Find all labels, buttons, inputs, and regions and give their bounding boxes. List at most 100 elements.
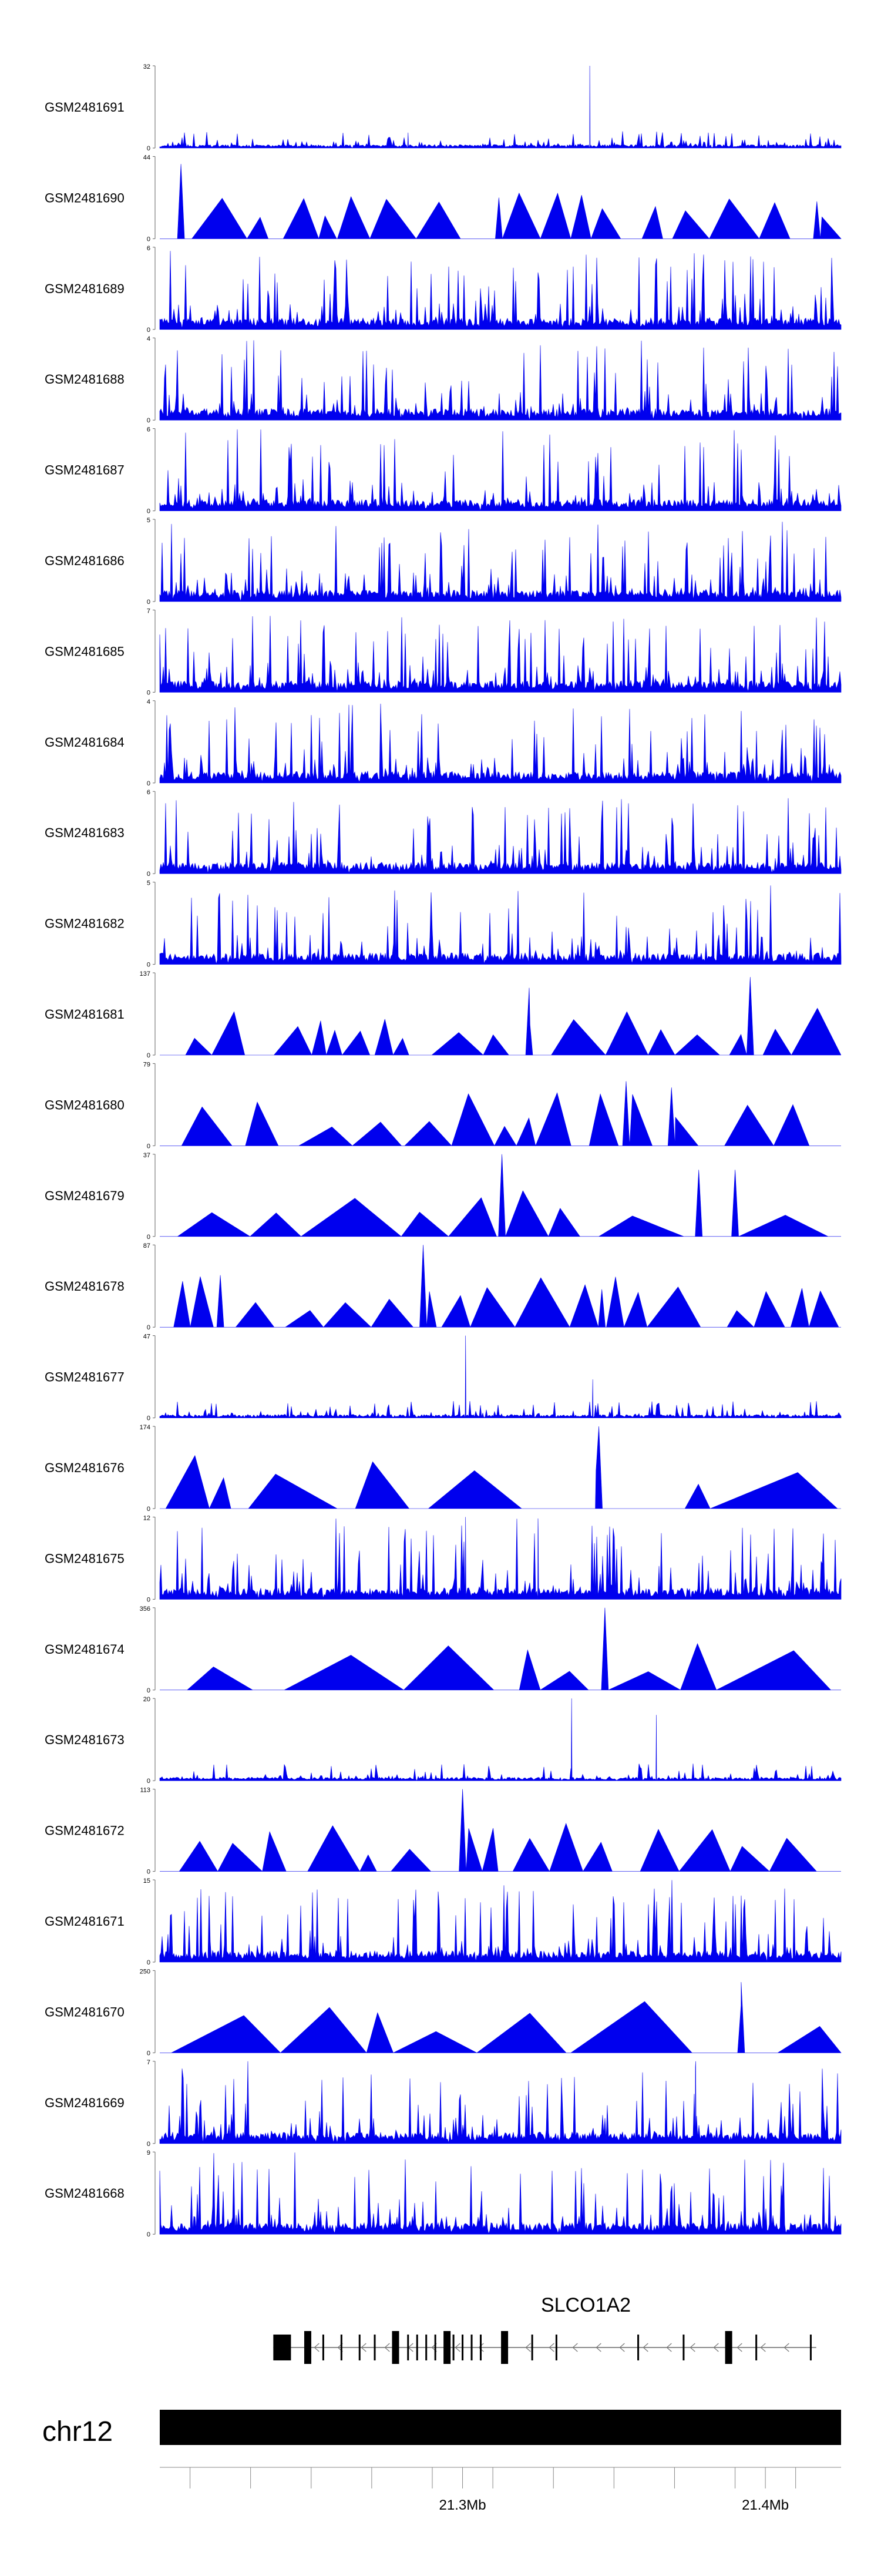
gene-exon	[374, 2335, 376, 2360]
track-label: GSM2481673	[45, 1732, 125, 1747]
track-signal-area	[160, 1081, 841, 1147]
gene-exon	[462, 2335, 464, 2360]
gene-strand-arrow	[690, 2343, 695, 2352]
gene-exon	[755, 2335, 758, 2360]
track-label: GSM2481679	[45, 1188, 125, 1203]
track-ymax-label: 174	[140, 1424, 150, 1431]
track-label: GSM2481669	[45, 2095, 125, 2110]
track-signal-area	[159, 522, 842, 602]
track-ymax-label: 32	[143, 63, 150, 70]
gene-strand-arrow	[525, 2343, 531, 2352]
track-ymin-label: 0	[147, 1869, 150, 1876]
gene-strand-arrow	[619, 2343, 625, 2352]
gene-strand-arrow	[666, 2343, 672, 2352]
track-signal-area	[160, 1789, 841, 1872]
track-ymin-label: 0	[147, 1959, 150, 1966]
track-ymin-label: 0	[147, 871, 150, 878]
track-signal-area	[160, 1981, 842, 2054]
track-ymin-label: 0	[147, 327, 150, 334]
track-signal-area	[159, 65, 842, 149]
gene-exon	[322, 2335, 324, 2360]
track-signal-area	[160, 1245, 841, 1328]
track-ymin-label: 0	[147, 145, 150, 152]
track-ymax-label: 137	[140, 970, 150, 978]
track-ymin-label: 0	[147, 1687, 150, 1694]
gene-strand-arrow	[384, 2343, 390, 2352]
gene-strand-arrow	[549, 2343, 554, 2352]
gene-strand-arrow	[478, 2343, 484, 2352]
track-ymin-label: 0	[147, 508, 150, 515]
track-ymax-label: 5	[147, 517, 150, 524]
gene-exon	[725, 2331, 732, 2364]
track-signal-area	[159, 251, 842, 330]
track-label: GSM2481683	[45, 825, 125, 840]
track-ymin-label: 0	[147, 1506, 150, 1513]
gene-strand-arrow	[596, 2343, 601, 2352]
track-ymax-label: 113	[140, 1787, 150, 1794]
track-label: GSM2481680	[45, 1097, 125, 1112]
gene-exon	[434, 2335, 436, 2360]
track-label: GSM2481672	[45, 1823, 125, 1838]
gene-exon	[407, 2335, 409, 2360]
gene-exon	[443, 2331, 451, 2364]
track-ymin-label: 0	[147, 962, 150, 969]
gene-strand-arrow	[713, 2343, 719, 2352]
gene-exon	[470, 2335, 473, 2360]
gene-exon	[637, 2335, 640, 2360]
track-ymax-label: 5	[147, 880, 150, 887]
gene-exon	[289, 2335, 291, 2360]
gene-exon	[392, 2331, 399, 2364]
track-ymax-label: 79	[143, 1061, 150, 1068]
gene-exon	[452, 2335, 455, 2360]
track-label: GSM2481684	[45, 735, 125, 750]
track-ymax-label: 4	[147, 698, 150, 706]
track-ymax-label: 7	[147, 2059, 150, 2066]
gene-exon	[531, 2335, 533, 2360]
gene-exon	[340, 2335, 342, 2360]
track-ymax-label: 4	[147, 335, 150, 342]
track-ymin-label: 0	[147, 599, 150, 606]
track-ymax-label: 9	[147, 2150, 150, 2157]
track-label: GSM2481671	[45, 1914, 125, 1929]
track-label: GSM2481690	[45, 190, 125, 205]
gene-strand-arrow	[314, 2343, 320, 2352]
track-signal-area	[159, 340, 842, 421]
track-signal-area	[159, 2152, 842, 2235]
track-ymin-label: 0	[147, 1143, 150, 1150]
track-ymax-label: 44	[143, 154, 150, 161]
track-signal-area	[159, 1335, 842, 1419]
track-signal-area	[159, 885, 842, 965]
track-label: GSM2481687	[45, 463, 125, 478]
track-label: GSM2481676	[45, 1460, 125, 1475]
track-ymin-label: 0	[147, 236, 150, 243]
track-signal-area	[160, 164, 842, 240]
track-signal-area	[159, 1880, 842, 1963]
track-ymax-label: 20	[143, 1696, 150, 1703]
track-ymin-label: 0	[147, 1234, 150, 1241]
track-signal-area	[159, 616, 842, 693]
track-ymin-label: 0	[147, 1778, 150, 1785]
chromosome-label: chr12	[42, 2416, 113, 2447]
gene-utr-block	[273, 2335, 291, 2360]
track-ymin-label: 0	[147, 780, 150, 787]
track-signal-area	[160, 1607, 841, 1691]
track-signal-area	[159, 798, 842, 874]
gene-exon	[479, 2335, 482, 2360]
track-label: GSM2481670	[45, 2004, 125, 2019]
track-ymin-label: 0	[147, 1324, 150, 1331]
track-signal-area	[160, 1426, 841, 1509]
track-ymax-label: 6	[147, 789, 150, 796]
track-ymin-label: 0	[147, 417, 150, 424]
gene-name-label: SLCO1A2	[541, 2294, 631, 2316]
track-label: GSM2481685	[45, 644, 125, 659]
track-label: GSM2481668	[45, 2186, 125, 2201]
track-signal-area	[159, 703, 842, 784]
track-signal-area	[159, 2061, 842, 2144]
gene-strand-arrow	[643, 2343, 648, 2352]
gene-exon	[682, 2335, 685, 2360]
track-ymin-label: 0	[147, 2231, 150, 2238]
track-label: GSM2481677	[45, 1370, 125, 1385]
track-label: GSM2481678	[45, 1279, 125, 1294]
track-label: GSM2481682	[45, 916, 125, 931]
